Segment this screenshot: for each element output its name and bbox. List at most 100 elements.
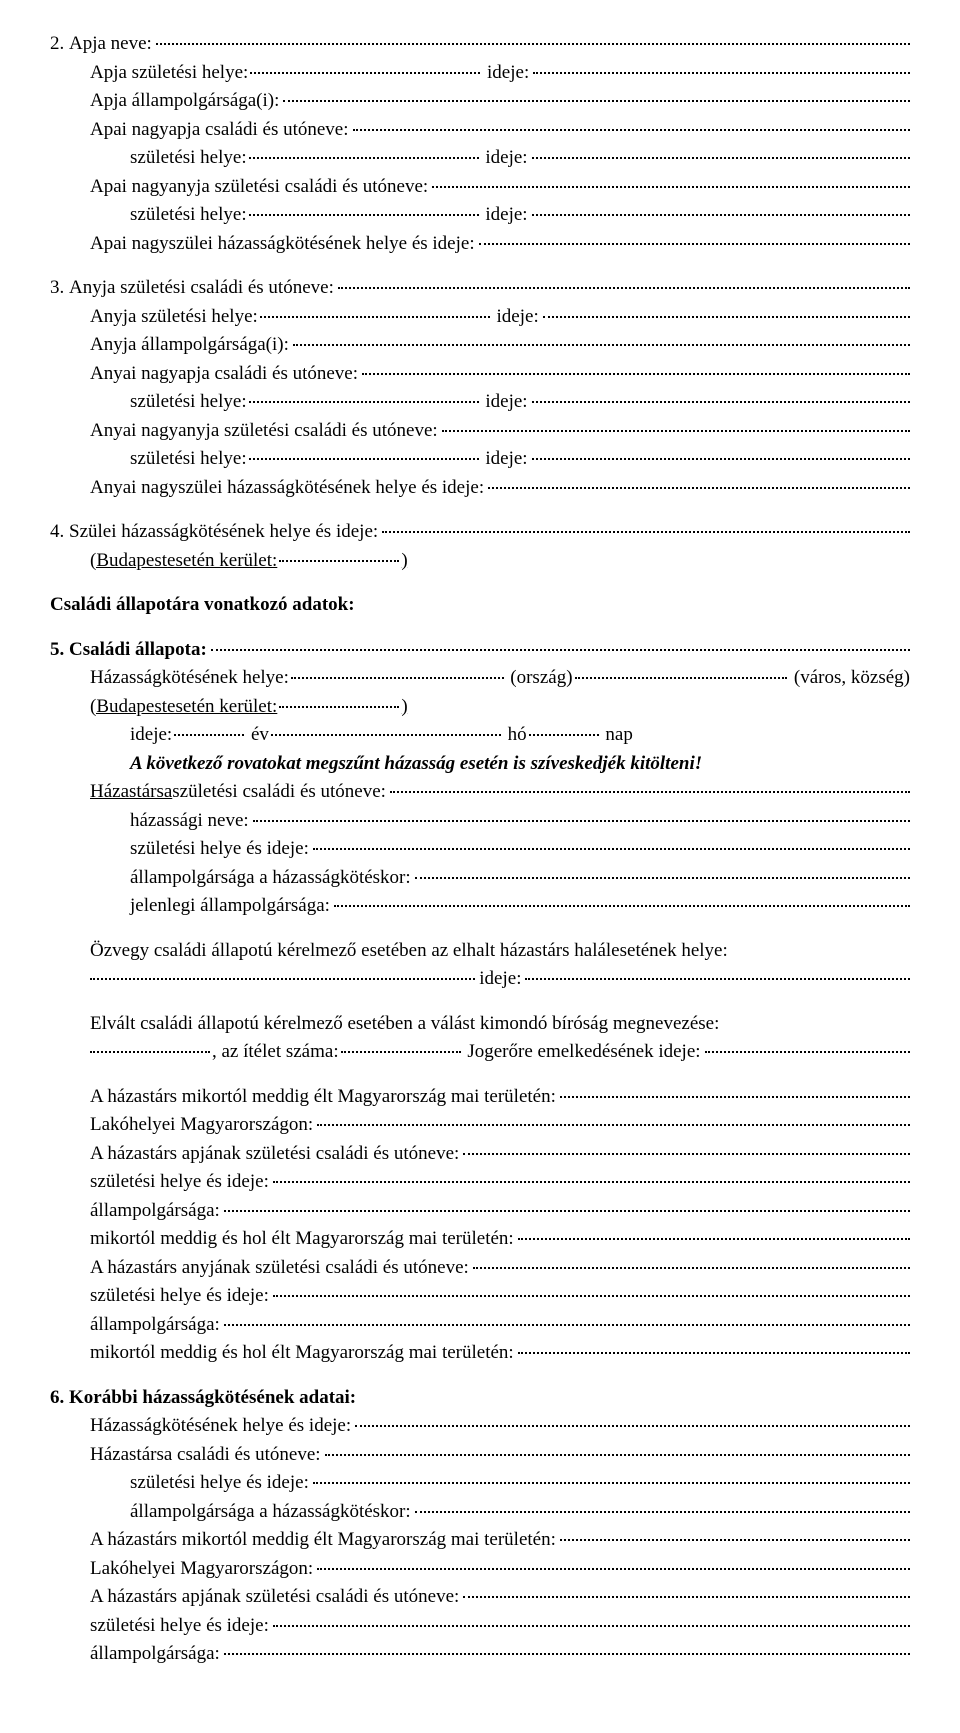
label: Apja neve: [69, 30, 152, 59]
label: A házastárs anyjának születési családi é… [90, 1254, 469, 1283]
dots [442, 430, 910, 432]
dots [479, 243, 910, 245]
line-apai-nagyanya: Apai nagyanyja születési családi és utón… [50, 173, 910, 202]
line-apai-nagyapja: Apai nagyapja családi és utóneve: [50, 116, 910, 145]
dots [271, 734, 501, 736]
label: Házasságkötésének helye: [90, 664, 289, 693]
label-mid: születési családi és utóneve: [172, 778, 386, 807]
jogerore: Jogerőre emelkedésének ideje: [467, 1038, 700, 1067]
label: állampolgársága: [90, 1197, 220, 1226]
label: születési helye: [130, 445, 247, 474]
label: ideje: [497, 303, 539, 332]
label: Lakóhelyei Magyarországon: [90, 1555, 313, 1584]
label: Anyja születési helye: [90, 303, 258, 332]
dots [488, 487, 910, 489]
label: állampolgársága a házasságkötéskor: [130, 864, 411, 893]
label: állampolgársága a házasságkötéskor: [130, 1498, 411, 1527]
num: 4. [50, 518, 64, 547]
dots [273, 1181, 910, 1183]
label: születési helye és ideje: [130, 1469, 309, 1498]
dots [338, 287, 910, 289]
label: Apai nagyapja családi és utóneve: [90, 116, 349, 145]
label: Házasságkötésének helye és ideje: [90, 1412, 351, 1441]
dots [463, 1596, 910, 1598]
label: születési helye és ideje: [90, 1168, 269, 1197]
ideje: ideje: [479, 965, 521, 994]
label: ideje: [485, 201, 527, 230]
dots [325, 1454, 910, 1456]
dots [211, 649, 910, 651]
line-hazastarsa-csal: Házastársa születési családi és utóneve: [50, 778, 910, 807]
dots [532, 401, 910, 403]
dots [273, 1625, 910, 1627]
label: születési helye: [130, 388, 247, 417]
label: Anyai nagyanyja születési családi és utó… [90, 417, 438, 446]
dots [543, 316, 910, 318]
num: 6. [50, 1387, 64, 1408]
line-apja-neve: 2. Apja neve: [50, 30, 910, 59]
line-szh3: születési helye: ideje: [50, 388, 910, 417]
label-mid: esetén kerület: [167, 547, 277, 576]
label: A házastárs apjának születési családi és… [90, 1583, 459, 1612]
dots [279, 560, 399, 562]
line-allam-hazkotes: állampolgársága a házasságkötéskor: [50, 864, 910, 893]
label-mid: esetén kerület: [167, 693, 277, 722]
ev: év [251, 721, 269, 750]
dots [249, 401, 479, 403]
line-elvalt: Elvált családi állapotú kérelmező esetéb… [50, 1010, 910, 1039]
label: A házastárs mikortól meddig élt Magyaror… [90, 1083, 556, 1112]
line-szh-ideje-2: születési helye és ideje: [50, 1168, 910, 1197]
label: A házastárs apjának születési családi és… [90, 1140, 459, 1169]
dots [560, 1539, 910, 1541]
line-haz-apja-csal: A házastárs apjának születési családi és… [50, 1140, 910, 1169]
dots [532, 214, 910, 216]
label: ideje: [485, 388, 527, 417]
label-pre: Házastársa [90, 778, 172, 807]
line-haz-mikortol: A házastárs mikortól meddig élt Magyaror… [50, 1083, 910, 1112]
dots [260, 316, 490, 318]
line-haz-neve: házassági neve: [50, 807, 910, 836]
line-lakohely-mo-2: Lakóhelyei Magyarországon: [50, 1555, 910, 1584]
dots [560, 1096, 910, 1098]
line-allampolg-3: állampolgársága: [50, 1640, 910, 1669]
dots [473, 1267, 910, 1269]
label: Anyja születési családi és utóneve: [69, 274, 334, 303]
line-ozvegy-blank: ideje: [50, 965, 910, 994]
dots [283, 100, 910, 102]
label-end: ) [401, 547, 407, 576]
label: Anyai nagyszülei házasságkötésének helye… [90, 474, 484, 503]
dots [224, 1210, 910, 1212]
line-szh-ideje: születési helye és ideje: [50, 835, 910, 864]
line-allampolg-2: állampolgársága: [50, 1311, 910, 1340]
line-hazastarsa-csal-2: Házastársa családi és utóneve: [50, 1441, 910, 1470]
az-itelet: , az ítélet száma: [212, 1038, 339, 1067]
dots [156, 43, 910, 45]
label: Apja állampolgársága(i): [90, 87, 279, 116]
dots [334, 905, 910, 907]
line-apai-nagysz-haz: Apai nagyszülei házasságkötésének helye … [50, 230, 910, 259]
dots [317, 1568, 910, 1570]
label: ideje: [487, 59, 529, 88]
line-apja-szh: Apja születési helye: ideje: [50, 59, 910, 88]
line-elvalt-2: , az ítélet száma: Jogerőre emelkedéséne… [50, 1038, 910, 1067]
label: Anyai nagyapja családi és utóneve: [90, 360, 358, 389]
dots [353, 129, 910, 131]
label: jelenlegi állampolgársága: [130, 892, 330, 921]
num: 2. [50, 30, 64, 59]
line-csaladi-allapota: 5. Családi állapota: [50, 636, 910, 665]
line-haz-helye-ideje: Házasságkötésének helye és ideje: [50, 1412, 910, 1441]
dots [341, 1051, 461, 1053]
dots [362, 373, 910, 375]
ho: hó [508, 721, 527, 750]
dots [463, 1153, 910, 1155]
dots [291, 677, 504, 679]
dots [273, 1295, 910, 1297]
dots [253, 820, 910, 822]
dots [518, 1352, 910, 1354]
dots [415, 1511, 910, 1513]
label: születési helye és ideje: [130, 835, 309, 864]
dots [518, 1238, 910, 1240]
line-korabbi-haz-head: 6. Korábbi házasságkötésének adatai: [50, 1384, 910, 1413]
dots [90, 978, 475, 980]
line-szh-ideje-5: születési helye és ideje: [50, 1612, 910, 1641]
